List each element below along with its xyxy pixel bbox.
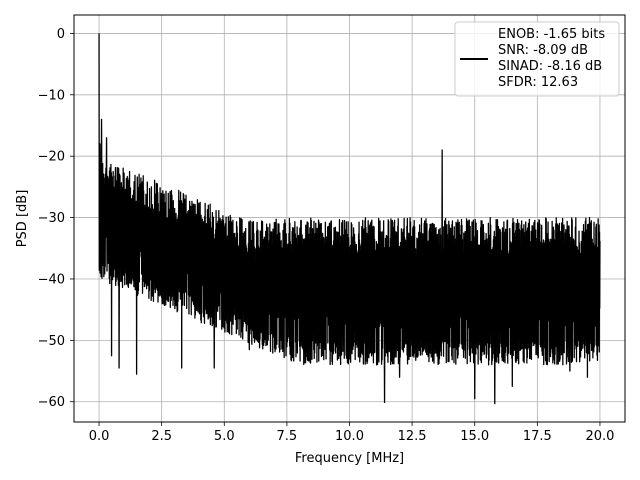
y-tick-label: −30 — [38, 211, 65, 226]
x-tick-label: 2.5 — [151, 429, 172, 444]
y-tick-label: −20 — [38, 150, 65, 165]
psd-line — [98, 33, 601, 405]
legend-snr-text: SNR: -8.09 dB — [498, 43, 588, 58]
x-tick-label: 12.5 — [398, 429, 427, 444]
x-tick-label: 7.5 — [277, 429, 298, 444]
psd-series — [98, 33, 601, 405]
y-tick-label: −10 — [38, 88, 65, 103]
y-tick-label: 0 — [57, 27, 65, 42]
x-tick-label: 0.0 — [89, 429, 110, 444]
legend: ENOB: -1.65 bits SNR: -8.09 dB SINAD: -8… — [454, 21, 620, 97]
y-tick-label: −60 — [38, 395, 65, 410]
x-tick-label: 15.0 — [460, 429, 489, 444]
x-axis-label: Frequency [MHz] — [295, 451, 404, 466]
y-tick-label: −50 — [38, 334, 65, 349]
x-tick-label: 20.0 — [585, 429, 614, 444]
x-tick-label: 17.5 — [523, 429, 552, 444]
legend-sfdr-text: SFDR: 12.63 — [498, 75, 578, 90]
y-tick-label: −40 — [38, 272, 65, 287]
x-tick-label: 5.0 — [214, 429, 235, 444]
legend-sinad-text: SINAD: -8.16 dB — [498, 59, 602, 74]
axis-ticks: 0.0 2.5 5.0 7.5 10.0 12.5 15.0 17.5 20.0 0 −10 −20 −… — [38, 27, 615, 444]
legend-box — [454, 21, 620, 97]
legend-enob-text: ENOB: -1.65 bits — [498, 27, 605, 42]
y-axis-label: PSD [dB] — [15, 190, 30, 248]
x-tick-label: 10.0 — [335, 429, 364, 444]
